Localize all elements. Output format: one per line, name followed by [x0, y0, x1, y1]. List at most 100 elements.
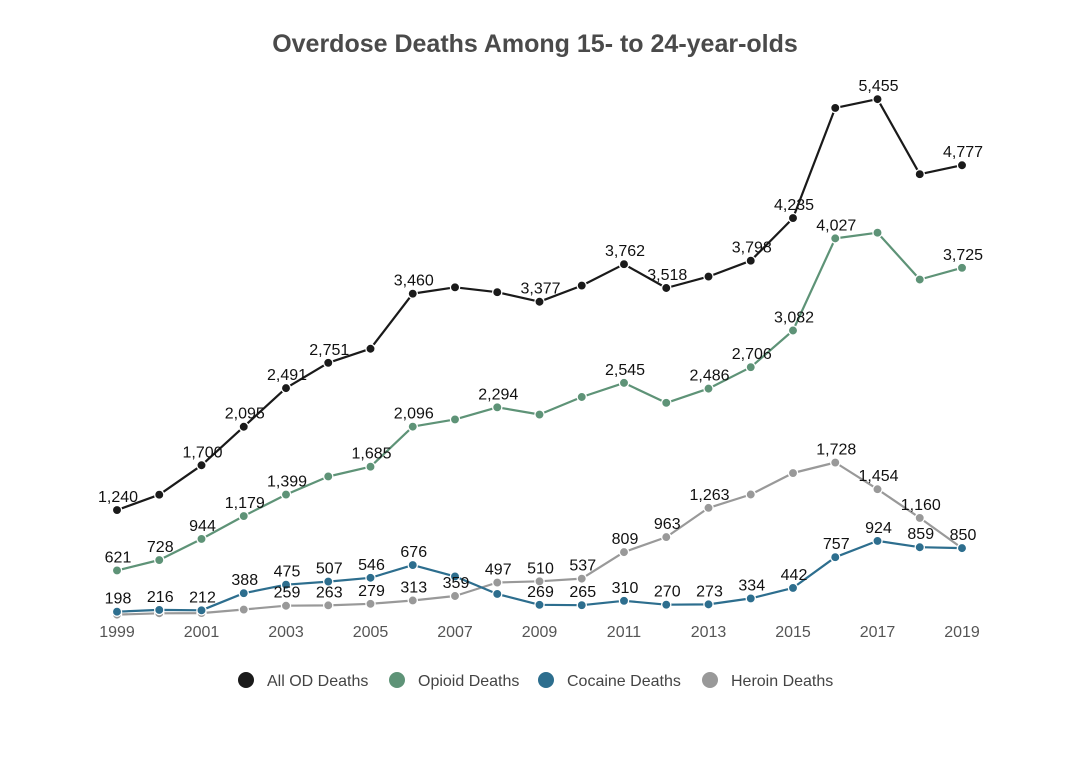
cocaine-deaths-data-label: 924: [865, 520, 892, 537]
cocaine-deaths-point: [703, 599, 714, 610]
all-od-deaths-data-label: 3,377: [520, 281, 560, 298]
legend-item-all-od-deaths[interactable]: All OD Deaths: [238, 672, 368, 690]
cocaine-deaths-point: [449, 571, 461, 582]
all-od-deaths-data-label: 1,240: [98, 489, 138, 506]
opioid-deaths-point: [153, 554, 165, 566]
heroin-deaths-point: [238, 604, 249, 615]
cocaine-deaths-data-label: 270: [654, 584, 681, 601]
all-od-deaths-point: [956, 159, 968, 171]
opioid-deaths-data-label: 1,399: [267, 474, 307, 491]
all-od-deaths-point: [703, 271, 714, 282]
cocaine-deaths-point: [956, 542, 968, 554]
opioid-deaths-data-label: 2,096: [394, 406, 434, 423]
cocaine-deaths-point: [196, 605, 207, 616]
all-od-deaths-point: [491, 286, 503, 298]
cocaine-deaths-point: [491, 588, 503, 600]
opioid-deaths-data-label: 1,685: [351, 446, 391, 463]
cocaine-deaths-point: [153, 604, 165, 616]
all-od-deaths-point: [787, 212, 799, 224]
opioid-deaths-data-label: 2,294: [478, 386, 518, 403]
cocaine-deaths-point: [576, 599, 588, 611]
cocaine-deaths-data-label: 212: [189, 589, 216, 606]
opioid-deaths-point: [914, 274, 926, 285]
all-od-deaths-point: [661, 282, 672, 294]
all-od-deaths-data-label: 2,751: [309, 342, 349, 359]
cocaine-deaths-point: [661, 599, 672, 610]
data-points: [111, 93, 968, 620]
all-od-deaths-data-label: 2,095: [225, 406, 265, 423]
x-tick-label: 2005: [353, 624, 389, 641]
opioid-deaths-point: [449, 414, 461, 425]
cocaine-deaths-point: [787, 582, 799, 594]
opioid-deaths-point: [956, 262, 968, 274]
all-od-deaths-point: [238, 421, 249, 432]
all-od-deaths-data-label: 3,518: [647, 267, 687, 284]
cocaine-deaths-point: [111, 606, 123, 617]
x-tick-label: 2007: [437, 624, 473, 641]
all-od-deaths-point: [365, 343, 376, 354]
cocaine-deaths-data-label: 216: [147, 589, 174, 606]
all-od-deaths-point: [576, 280, 588, 291]
x-tick-label: 2015: [775, 624, 811, 641]
heroin-deaths-data-label: 1,263: [689, 487, 729, 504]
heroin-deaths-data-label: 1,160: [901, 497, 941, 514]
opioid-deaths-data-label: 2,486: [689, 368, 729, 385]
cocaine-deaths-point: [407, 559, 418, 571]
opioid-deaths-data-label: 2,545: [605, 362, 645, 379]
heroin-deaths-point: [449, 590, 461, 602]
legend-item-opioid-deaths[interactable]: Opioid Deaths: [389, 672, 519, 690]
opioid-deaths-point: [365, 461, 376, 472]
legend-marker: [238, 672, 254, 688]
cocaine-deaths-data-label: 757: [823, 536, 850, 553]
heroin-deaths-data-label: 537: [569, 558, 596, 575]
x-tick-label: 2011: [607, 624, 642, 641]
opioid-deaths-point: [576, 391, 588, 403]
cocaine-deaths-point: [534, 599, 545, 611]
opioid-deaths-point: [703, 383, 714, 394]
opioid-deaths-point: [407, 421, 418, 432]
cocaine-deaths-point: [914, 541, 926, 553]
opioid-deaths-point: [745, 361, 757, 373]
opioid-deaths-point: [872, 227, 883, 238]
all-od-deaths-point: [534, 296, 545, 307]
all-od-deaths-point: [449, 282, 461, 293]
heroin-deaths-point: [534, 576, 545, 587]
legend-item-cocaine-deaths[interactable]: Cocaine Deaths: [538, 672, 681, 690]
opioid-deaths-point: [491, 402, 503, 413]
opioid-deaths-point: [787, 325, 799, 336]
cocaine-deaths-point: [745, 593, 757, 604]
heroin-deaths-point: [365, 598, 376, 610]
heroin-deaths-data-label: 1,728: [816, 442, 856, 459]
heroin-deaths-point: [407, 595, 418, 606]
x-tick-label: 1999: [99, 624, 135, 641]
heroin-deaths-data-label: 263: [316, 584, 343, 601]
cocaine-deaths-point: [280, 579, 292, 590]
opioid-deaths-data-label: 1,179: [225, 495, 265, 512]
opioid-deaths-data-label: 944: [189, 518, 216, 535]
cocaine-deaths-point: [322, 576, 334, 587]
opioid-deaths-point: [534, 409, 545, 420]
opioid-deaths-data-label: 4,027: [816, 217, 856, 234]
all-od-deaths-point: [407, 288, 418, 299]
heroin-deaths-point: [914, 512, 926, 524]
opioid-deaths-point: [280, 489, 292, 500]
all-od-deaths-point: [618, 258, 630, 270]
x-tick-label: 2019: [944, 624, 980, 641]
cocaine-deaths-data-label: 676: [400, 544, 427, 561]
all-od-deaths-point: [322, 357, 334, 369]
heroin-deaths-point: [745, 489, 757, 500]
legend: All OD Deaths Opioid Deaths Cocaine Deaths…: [238, 672, 833, 690]
all-od-deaths-data-label: 3,798: [732, 240, 772, 257]
opioid-deaths-data-label: 728: [147, 539, 174, 556]
heroin-deaths-data-label: 359: [443, 575, 470, 592]
legend-label: Heroin Deaths: [731, 673, 833, 690]
cocaine-deaths-data-label: 388: [231, 572, 258, 589]
opioid-deaths-data-label: 2,706: [732, 346, 772, 363]
legend-item-heroin-deaths[interactable]: Heroin Deaths: [702, 672, 833, 690]
legend-marker: [389, 672, 405, 688]
cocaine-deaths-point: [618, 595, 630, 607]
all-od-deaths-point: [153, 489, 165, 500]
